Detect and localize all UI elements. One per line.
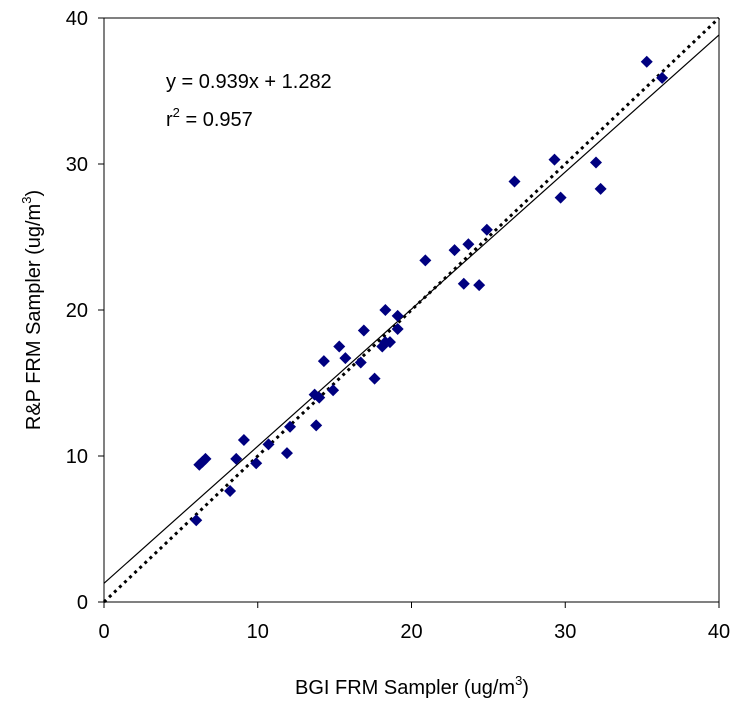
data-point [379,304,392,316]
data-point [383,336,396,349]
data-point [199,452,212,465]
y-tick-label: 20 [66,300,88,322]
data-point [317,355,330,368]
data-point [419,254,432,267]
data-point [457,277,470,290]
data-point [357,324,370,337]
data-points [190,55,669,527]
x-axis-label: BGI FRM Sampler (ug/m3) [295,673,529,699]
data-point [391,322,404,335]
data-point [284,420,297,433]
data-point [656,71,669,84]
ticks: 0 10 20 30 40 0 10 20 30 40 [66,8,730,643]
data-point [250,457,263,470]
data-point [310,419,323,432]
identity-line [102,16,721,604]
y-tick-label: 30 [66,154,88,176]
data-point [594,182,607,195]
data-point [339,352,352,365]
y-axis-label: R&P FRM Sampler (ug/m3) [19,190,45,430]
r-squared-label: r2 = 0.957 [166,105,253,131]
data-point [327,384,340,397]
data-point [391,309,404,322]
equation-label: y = 0.939x + 1.282 [166,71,332,93]
data-point [473,279,486,292]
data-point [237,433,250,446]
data-point [448,244,461,257]
data-point [280,447,293,460]
data-point [354,356,367,369]
x-tick-label: 40 [708,621,730,643]
data-point [590,156,602,169]
data-point [508,175,521,188]
data-point [480,223,493,236]
data-point [230,452,243,465]
data-point [333,340,346,353]
x-tick-label: 10 [247,621,269,643]
x-tick-label: 0 [98,621,109,643]
data-point [462,238,475,251]
y-tick-label: 10 [66,446,88,468]
y-tick-label: 40 [66,8,88,30]
data-point [640,55,653,68]
regression-line [103,34,720,584]
data-point [548,153,561,166]
trend-lines [102,16,721,604]
data-point [368,372,381,385]
data-point [190,514,203,527]
data-point [313,391,326,404]
data-point [224,485,237,498]
x-tick-label: 20 [400,621,422,643]
data-point [554,191,567,204]
x-tick-label: 30 [554,621,576,643]
data-point [262,438,275,451]
y-tick-label: 0 [77,592,88,614]
